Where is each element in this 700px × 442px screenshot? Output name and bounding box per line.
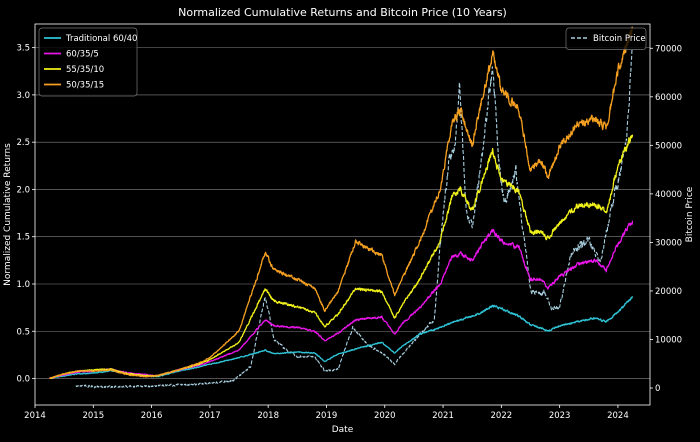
y-left-tick-label: 3.0 [16,91,30,101]
y-right-tick-label: 40000 [655,190,682,200]
x-tick-label: 2024 [607,411,629,421]
grid-lines [35,47,650,379]
legend-right: Bitcoin Price [565,27,647,50]
chart-title: Normalized Cumulative Returns and Bitcoi… [178,6,507,19]
x-axis-label: Date [332,425,354,435]
series-layer [49,26,634,389]
y-right-tick-label: 70000 [655,44,682,54]
x-tick-label: 2017 [199,411,221,421]
y-right-tick-label: 10000 [655,335,682,345]
y-left-tick-label: 0.0 [16,375,30,385]
y-left-tick-label: 1.0 [16,280,30,290]
x-tick-label: 2018 [257,411,279,421]
y-axis-label-right: Bitcoin Price [685,186,695,242]
legend-right-box [565,27,647,50]
series-line-60-35-5 [49,220,634,379]
series-line-bitcoin-price [75,47,633,389]
y-axis-label-left: Normalized Cumulative Returns [3,143,13,286]
y-left-tick-label: 0.5 [16,327,30,337]
y-left-tick-label: 2.5 [16,138,30,148]
x-tick-label: 2014 [24,411,46,421]
legend-left: Traditional 60/40 60/35/5 55/35/10 50/35/15 [38,27,138,97]
y-left-tick-label: 3.5 [16,44,30,54]
series-line-55-35-10 [49,134,634,380]
legend-label: Bitcoin Price [593,34,646,44]
axes-layer: 0.0 0.5 1.0 1.5 2.0 2.5 3.0 3.5 0 10000 20000 30000… [16,44,682,421]
x-tick-label: 2023 [549,411,571,421]
y-right-tick-label: 30000 [655,238,682,248]
x-tick-label: 2022 [491,411,513,421]
series-line-50-35-15 [49,26,633,380]
y-right-tick-label: 0 [655,384,660,394]
legend-label: 55/35/10 [66,65,104,75]
x-tick-label: 2016 [141,411,163,421]
y-right-tick-label: 60000 [655,93,682,103]
y-left-tick-label: 1.5 [16,233,30,243]
y-left-tick-label: 2.0 [16,185,30,195]
legend-label: Traditional 60/40 [65,34,137,44]
x-tick-label: 2019 [316,411,338,421]
plot-area [34,23,651,406]
legend-label: 50/35/15 [66,81,104,91]
x-tick-label: 2021 [432,411,454,421]
y-right-tick-label: 20000 [655,287,682,297]
x-tick-label: 2020 [374,411,396,421]
legend-left-box [38,27,138,97]
y-right-tick-label: 50000 [655,141,682,151]
x-tick-label: 2015 [82,411,104,421]
legend-label: 60/35/5 [66,50,99,60]
